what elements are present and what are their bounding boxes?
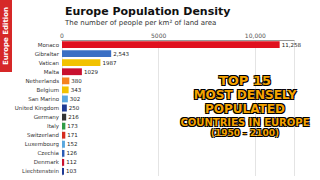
html-text:Europe Edition: Europe Edition: [2, 7, 10, 65]
svg-text:343: 343: [71, 87, 82, 93]
svg-text:1987: 1987: [102, 60, 116, 66]
svg-text:Luxembourg: Luxembourg: [25, 141, 59, 148]
svg-text:5000: 5000: [151, 32, 166, 39]
svg-text:Malta: Malta: [44, 69, 59, 75]
svg-text:Monaco: Monaco: [38, 42, 60, 48]
svg-text:Germany: Germany: [34, 114, 60, 121]
svg-text:2,543: 2,543: [113, 51, 129, 57]
html-text:COUNTRIES IN EUROPE: COUNTRIES IN EUROPE: [180, 116, 310, 128]
svg-text:173: 173: [67, 123, 78, 129]
svg-text:0: 0: [60, 32, 64, 39]
html-text:TOP 15: TOP 15: [219, 73, 271, 88]
svg-text:1029: 1029: [84, 69, 98, 75]
svg-text:250: 250: [69, 105, 80, 111]
html-text:(1950 - 2100): (1950 - 2100): [210, 128, 280, 138]
svg-text:Vatican: Vatican: [39, 60, 60, 66]
svg-text:United Kingdom: United Kingdom: [15, 105, 59, 112]
svg-text:380: 380: [71, 78, 82, 84]
svg-text:Belgium: Belgium: [36, 87, 59, 94]
svg-text:216: 216: [68, 114, 79, 120]
svg-text:Italy: Italy: [47, 123, 60, 130]
svg-text:The number of people per km² o: The number of people per km² of land are…: [64, 19, 216, 27]
svg-text:Denmark: Denmark: [34, 159, 60, 165]
svg-text:Gibraltar: Gibraltar: [35, 51, 60, 57]
svg-text:11,258: 11,258: [282, 42, 302, 48]
html-text:POPULATED: POPULATED: [205, 101, 285, 116]
svg-text:Liechtenstein: Liechtenstein: [22, 168, 59, 174]
svg-text:302: 302: [70, 96, 81, 102]
svg-text:112: 112: [66, 159, 77, 165]
svg-text:10,000: 10,000: [245, 32, 266, 39]
svg-text:Switzerland: Switzerland: [27, 132, 59, 138]
svg-text:126: 126: [66, 150, 77, 156]
svg-text:Netherlands: Netherlands: [25, 78, 59, 84]
svg-text:171: 171: [67, 132, 78, 138]
svg-text:Europe Population Density: Europe Population Density: [65, 5, 230, 18]
html-text:MOST DENSELY: MOST DENSELY: [193, 87, 297, 102]
svg-text:Czechia: Czechia: [37, 150, 59, 156]
svg-text:103: 103: [66, 168, 77, 174]
svg-text:San Marino: San Marino: [28, 96, 59, 102]
svg-text:152: 152: [67, 141, 78, 147]
